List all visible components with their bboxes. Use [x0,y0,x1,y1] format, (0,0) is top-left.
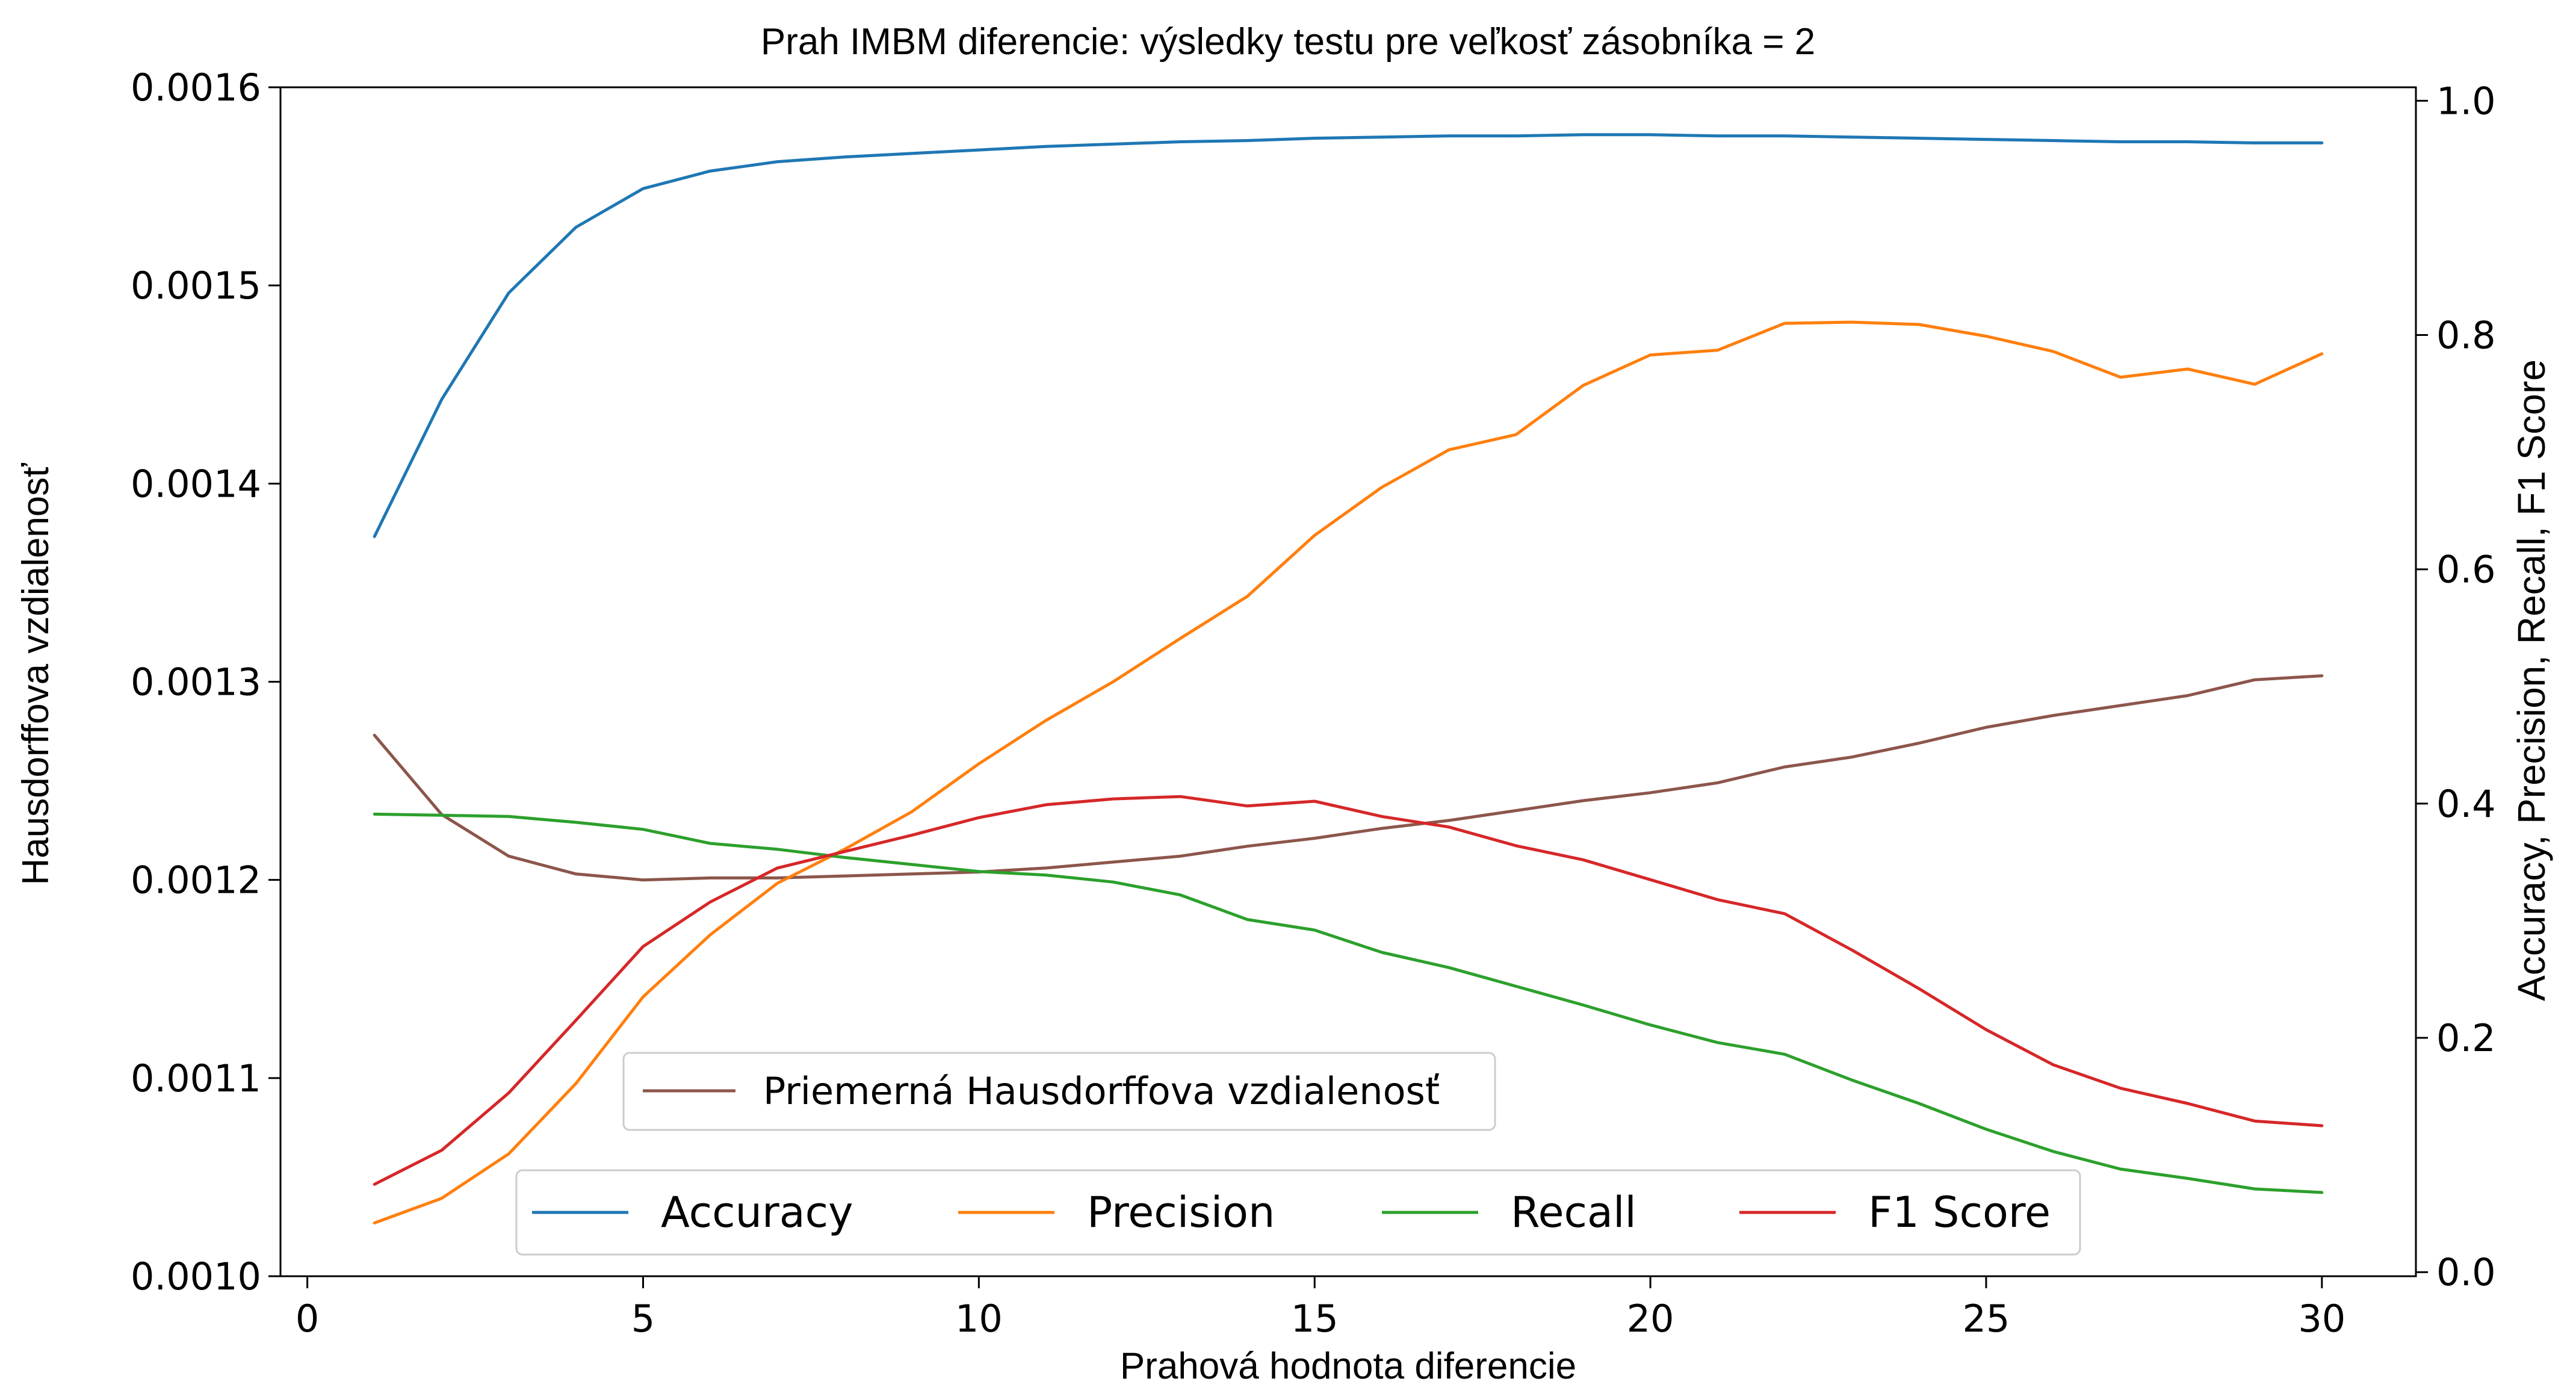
x-tick-label: 30 [2298,1297,2345,1341]
x-tick-label: 25 [1962,1297,2010,1341]
y-axis-label-left: Hausdorffova vzdialenosť [15,463,57,886]
y-right-tick-label: 1.0 [2436,79,2496,123]
legend-layer: Priemerná Hausdorffova vzdialenosť Accura… [515,1052,2081,1256]
x-tick-label: 15 [1291,1297,1339,1341]
legend-label-hausdorff: Priemerná Hausdorffova vzdialenosť [763,1069,1440,1113]
legend-hausdorff-box [622,1052,1496,1131]
y-right-tick-label: 0.6 [2436,548,2496,592]
series-line-recall [373,812,2324,1194]
y-right-tick-label: 0.8 [2436,314,2496,358]
series-layer [373,133,2324,1224]
legend-label-precision: Precision [1087,1188,1275,1237]
legend-label-f1-score: F1 Score [1868,1188,2051,1237]
y-left-tick-label: 0.0014 [131,462,261,506]
legend-metrics: Accuracy Precision Recall F1 Score [515,1169,2081,1256]
y-right-tick-label: 0.4 [2436,782,2496,826]
x-tick-label: 20 [1627,1297,1674,1341]
y-left-tick-label: 0.0013 [131,660,261,704]
y-axis-left: 0.0010 0.0011 0.0012 0.0013 0.0014 0.0015 0.00… [131,66,280,1298]
x-axis: 0 5 10 15 20 25 30 [296,1276,2345,1341]
series-line-accuracy [373,133,2324,538]
legend-hausdorff: Priemerná Hausdorffova vzdialenosť [622,1052,1496,1131]
x-tick-label: 10 [955,1297,1003,1341]
x-tick-label: 5 [631,1297,655,1341]
series-line-priemern-hausdorffova-vzdialenos [373,674,2324,882]
y-axis-right: 0.0 0.2 0.4 0.6 0.8 1.0 [2416,79,2496,1294]
y-left-tick-label: 0.0012 [131,858,261,902]
y-left-tick-label: 0.0015 [131,264,261,308]
legend-metrics-box [515,1169,2081,1256]
x-axis-label: Prahová hodnota diferencie [1120,1345,1576,1387]
y-left-tick-label: 0.0011 [131,1056,261,1100]
series-line-f1-score [373,795,2324,1186]
y-axis-label-right: Accuracy, Precision, Recall, F1 Score [2510,359,2553,1001]
y-right-tick-label: 0.2 [2436,1016,2496,1060]
legend-label-accuracy: Accuracy [661,1188,853,1237]
y-left-tick-label: 0.0010 [131,1255,261,1298]
y-right-tick-label: 0.0 [2436,1250,2496,1294]
series-line-precision [373,320,2324,1224]
y-left-tick-label: 0.0016 [131,66,261,110]
x-tick-label: 0 [296,1297,319,1341]
legend-label-recall: Recall [1511,1188,1636,1237]
chart-title: Prah IMBM diferencie: výsledky testu pre… [761,21,1815,63]
